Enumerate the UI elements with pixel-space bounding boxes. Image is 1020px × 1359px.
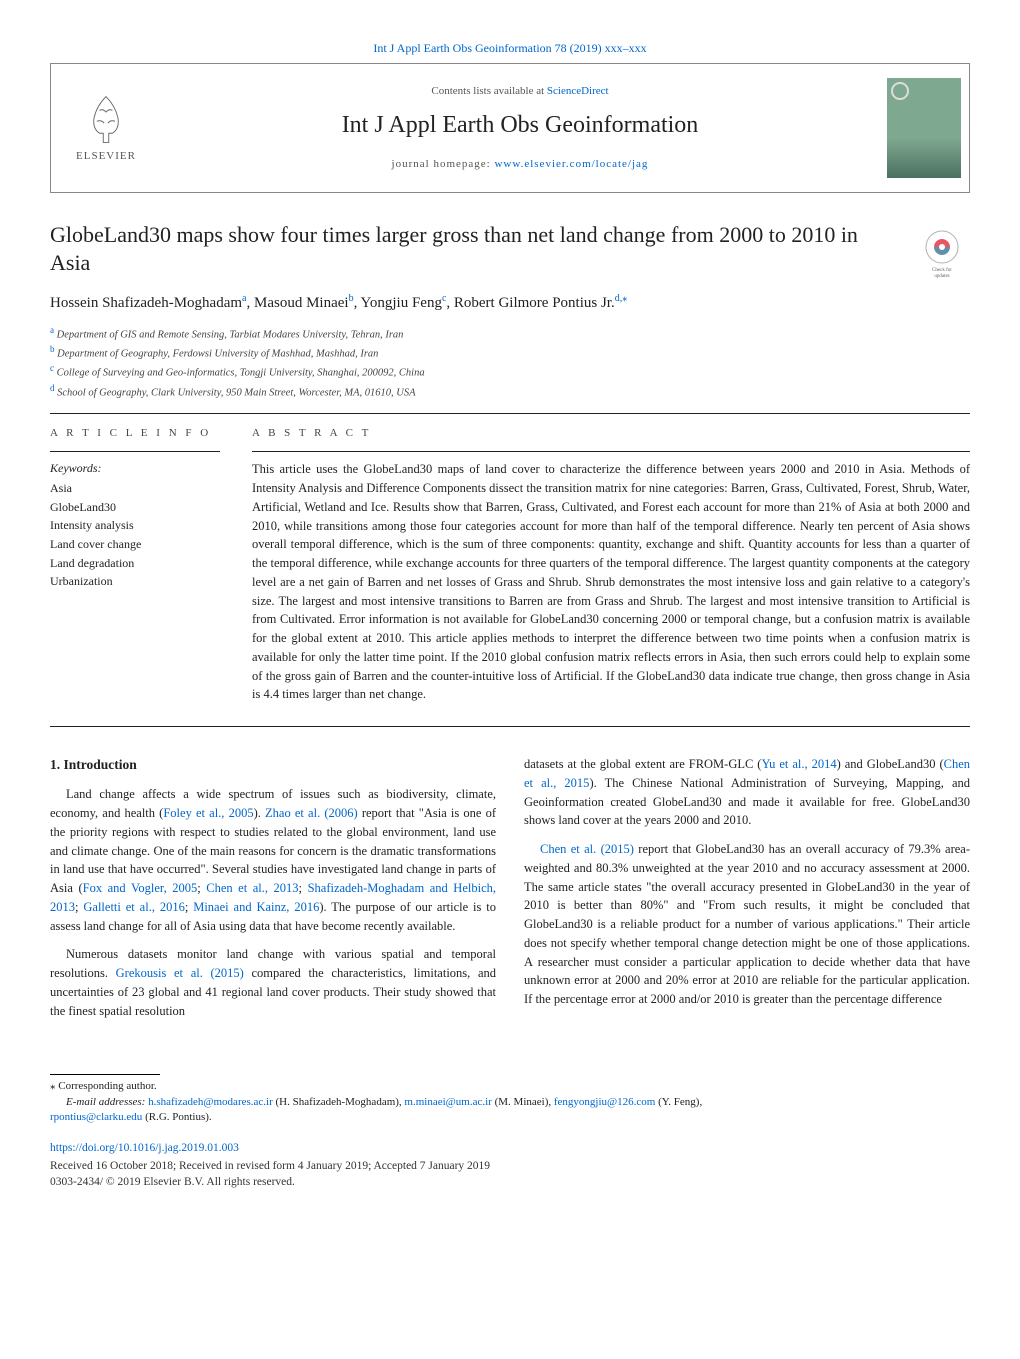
elsevier-tree-icon (81, 92, 131, 147)
body-columns: 1. Introduction Land change affects a wi… (50, 755, 970, 1030)
keyword: Land cover change (50, 535, 220, 554)
affil-a: a Department of GIS and Remote Sensing, … (50, 324, 970, 343)
doi-line: https://doi.org/10.1016/j.jag.2019.01.00… (50, 1140, 970, 1156)
abs-divider (252, 451, 970, 452)
corresponding-star[interactable]: ⁎ (622, 293, 627, 304)
corresponding-note: ⁎ Corresponding author. (50, 1079, 970, 1094)
keyword: GlobeLand30 (50, 498, 220, 517)
affil-c: c College of Surveying and Geo-informati… (50, 362, 970, 381)
author-1: Hossein Shafizadeh-Moghadam (50, 295, 242, 311)
cover-image (887, 78, 961, 178)
ref-link[interactable]: Galletti et al., 2016 (83, 900, 184, 914)
author-2: , Masoud Minaei (247, 295, 349, 311)
homepage-prefix: journal homepage: (392, 158, 495, 170)
email-name: (R.G. Pontius). (142, 1111, 211, 1123)
article-title: GlobeLand30 maps show four times larger … (50, 221, 970, 278)
email-name: (H. Shafizadeh-Moghadam), (273, 1096, 405, 1108)
contents-prefix: Contents lists available at (431, 85, 546, 97)
intro-heading: 1. Introduction (50, 755, 496, 775)
article-info-label: A R T I C L E I N F O (50, 426, 220, 441)
info-row: A R T I C L E I N F O Keywords: Asia Glo… (50, 426, 970, 704)
header-center: Contents lists available at ScienceDirec… (161, 64, 879, 192)
footnotes: ⁎ Corresponding author. E-mail addresses… (50, 1074, 970, 1189)
author-4: , Robert Gilmore Pontius Jr. (446, 295, 614, 311)
ref-link[interactable]: Chen et al., 2013 (206, 881, 298, 895)
email-name: (Y. Feng), (655, 1096, 702, 1108)
sciencedirect-link[interactable]: ScienceDirect (547, 85, 609, 97)
ref-link[interactable]: Fox and Vogler, 2005 (83, 881, 198, 895)
abstract-label: A B S T R A C T (252, 426, 970, 441)
affil-b: b Department of Geography, Ferdowsi Univ… (50, 343, 970, 362)
journal-ref-link[interactable]: Int J Appl Earth Obs Geoinformation 78 (… (373, 41, 646, 55)
keyword: Urbanization (50, 572, 220, 591)
affiliations: a Department of GIS and Remote Sensing, … (50, 324, 970, 401)
kw-divider (50, 451, 220, 452)
footnote-separator (50, 1074, 160, 1075)
title-text: GlobeLand30 maps show four times larger … (50, 222, 858, 276)
journal-reference: Int J Appl Earth Obs Geoinformation 78 (… (50, 40, 970, 57)
abstract-text: This article uses the GlobeLand30 maps o… (252, 460, 970, 704)
ref-link[interactable]: Minaei and Kainz, 2016 (193, 900, 319, 914)
homepage-line: journal homepage: www.elsevier.com/locat… (392, 157, 649, 172)
email-line: E-mail addresses: h.shafizadeh@modares.a… (50, 1095, 970, 1126)
intro-r2: Chen et al. (2015) report that GlobeLand… (524, 840, 970, 1009)
elsevier-label: ELSEVIER (76, 149, 136, 164)
email-link[interactable]: h.shafizadeh@modares.ac.ir (148, 1096, 273, 1108)
divider (50, 413, 970, 414)
ref-link[interactable]: Zhao et al. (2006) (265, 806, 358, 820)
email-link[interactable]: fengyongjiu@126.com (554, 1096, 655, 1108)
svg-text:Check for: Check for (932, 268, 952, 273)
keyword: Asia (50, 479, 220, 498)
ref-link[interactable]: Grekousis et al. (2015) (116, 966, 244, 980)
intro-r1: datasets at the global extent are FROM-G… (524, 755, 970, 830)
check-updates-badge[interactable]: Check forupdates (914, 225, 970, 281)
affil-d: d School of Geography, Clark University,… (50, 382, 970, 401)
svg-text:updates: updates (934, 274, 949, 279)
keyword: Land degradation (50, 554, 220, 573)
received-line: Received 16 October 2018; Received in re… (50, 1158, 970, 1174)
email-name: (M. Minaei), (492, 1096, 554, 1108)
abstract-column: A B S T R A C T This article uses the Gl… (252, 426, 970, 704)
authors-line: Hossein Shafizadeh-Moghadama, Masoud Min… (50, 292, 970, 314)
email-link[interactable]: m.minaei@um.ac.ir (404, 1096, 491, 1108)
author-3: , Yongjiu Feng (354, 295, 442, 311)
keywords-list: Asia GlobeLand30 Intensity analysis Land… (50, 479, 220, 591)
keywords-header: Keywords: (50, 460, 220, 477)
copyright-line: 0303-2434/ © 2019 Elsevier B.V. All righ… (50, 1174, 970, 1190)
contents-line: Contents lists available at ScienceDirec… (431, 84, 608, 99)
doi-link[interactable]: https://doi.org/10.1016/j.jag.2019.01.00… (50, 1142, 239, 1154)
ref-link[interactable]: Chen et al. (2015) (540, 842, 634, 856)
elsevier-logo: ELSEVIER (51, 64, 161, 192)
email-prefix: E-mail addresses: (66, 1096, 148, 1108)
cover-thumbnail (879, 64, 969, 192)
divider-2 (50, 726, 970, 727)
homepage-link[interactable]: www.elsevier.com/locate/jag (494, 158, 648, 170)
left-column: 1. Introduction Land change affects a wi… (50, 755, 496, 1030)
intro-p1: Land change affects a wide spectrum of i… (50, 785, 496, 935)
journal-header: ELSEVIER Contents lists available at Sci… (50, 63, 970, 193)
intro-p2: Numerous datasets monitor land change wi… (50, 945, 496, 1020)
keyword: Intensity analysis (50, 516, 220, 535)
email-link[interactable]: rpontius@clarku.edu (50, 1111, 142, 1123)
ref-link[interactable]: Foley et al., 2005 (163, 806, 253, 820)
journal-title: Int J Appl Earth Obs Geoinformation (342, 109, 699, 143)
right-column: datasets at the global extent are FROM-G… (524, 755, 970, 1030)
keywords-column: A R T I C L E I N F O Keywords: Asia Glo… (50, 426, 220, 704)
ref-link[interactable]: Yu et al., 2014 (761, 757, 836, 771)
